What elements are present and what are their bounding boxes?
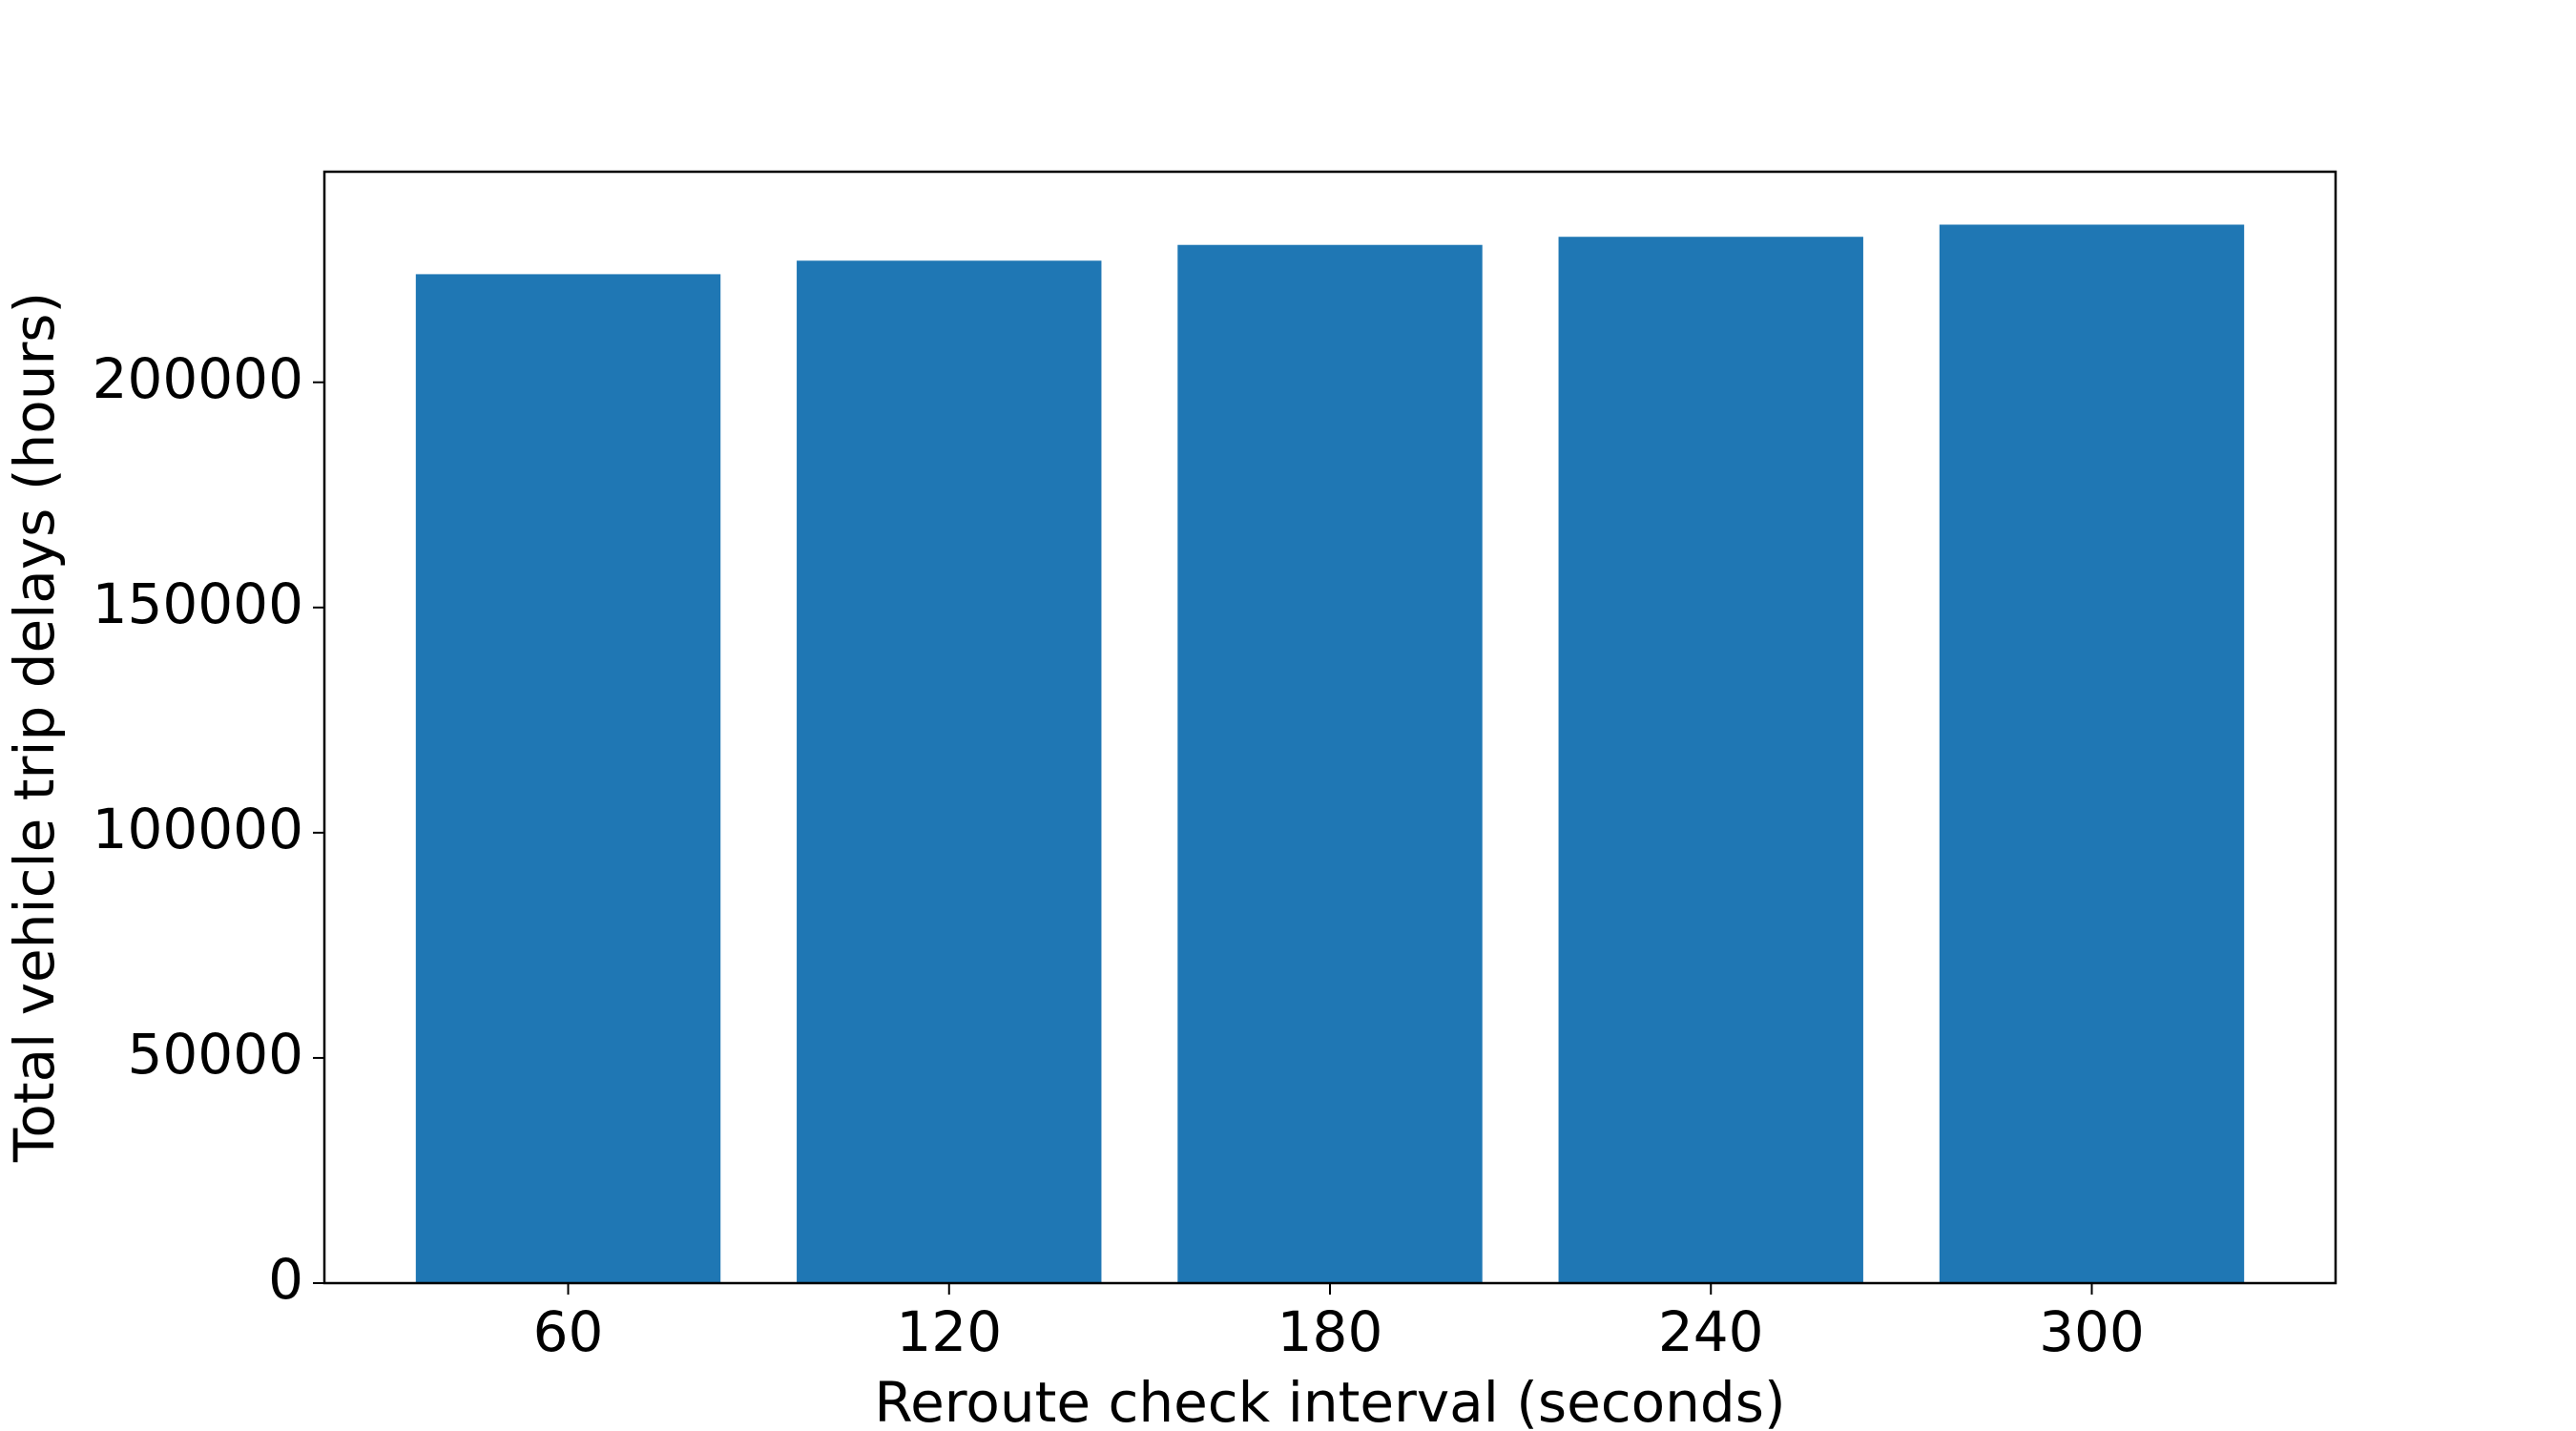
plot-frame <box>322 170 2337 1285</box>
x-tick-label: 60 <box>533 1299 604 1364</box>
x-tick-label: 240 <box>1658 1299 1764 1364</box>
bar <box>415 274 721 1283</box>
x-tick-label: 300 <box>2039 1299 2145 1364</box>
x-tick-label: 120 <box>896 1299 1002 1364</box>
y-axis-label: Total vehicle trip delays (hours) <box>2 292 67 1163</box>
bar <box>1177 244 1483 1283</box>
y-tick-label: 100000 <box>93 797 303 861</box>
y-tick-label: 50000 <box>127 1022 303 1087</box>
x-tick-label: 180 <box>1278 1299 1383 1364</box>
bar <box>1558 237 1863 1284</box>
y-tick-label: 0 <box>268 1247 303 1312</box>
y-tick-label: 150000 <box>93 571 303 636</box>
bar <box>797 260 1102 1284</box>
bar <box>1939 224 2245 1283</box>
x-axis-label: Reroute check interval (seconds) <box>874 1370 1785 1431</box>
y-tick-label: 200000 <box>93 346 303 411</box>
